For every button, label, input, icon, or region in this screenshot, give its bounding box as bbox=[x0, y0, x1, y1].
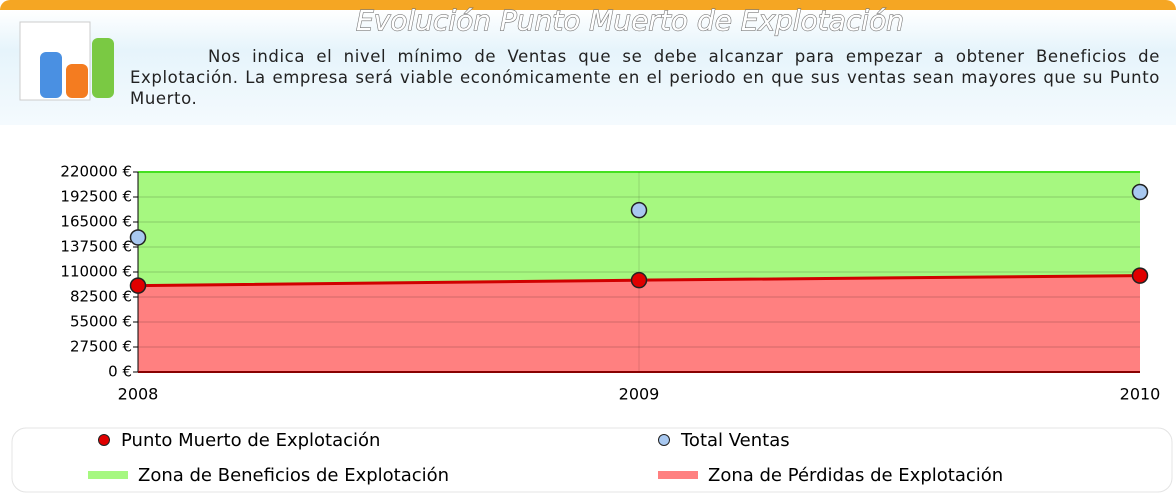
y-tick-label: 55000 € bbox=[70, 313, 132, 331]
point bbox=[630, 201, 648, 219]
point bbox=[129, 277, 147, 294]
chart-title: Evolución Punto Muerto de Explotación bbox=[356, 4, 904, 37]
y-tick-label: 110000 € bbox=[60, 263, 132, 281]
legend-marker bbox=[658, 434, 670, 446]
description: Nos indica el nivel mínimo de Ventas que… bbox=[130, 47, 1160, 108]
header bbox=[0, 0, 1176, 125]
legend-label: Punto Muerto de Explotación bbox=[121, 430, 380, 451]
y-tick-label: 165000 € bbox=[60, 213, 132, 231]
point bbox=[630, 271, 648, 289]
legend-swatch bbox=[658, 471, 698, 479]
y-tick-label: 27500 € bbox=[70, 338, 132, 356]
profit-zone bbox=[138, 172, 1140, 286]
point bbox=[1131, 267, 1149, 284]
x-tick-label: 2008 bbox=[118, 385, 159, 404]
legend-label: Zona de Pérdidas de Explotación bbox=[708, 465, 1003, 486]
legend-marker bbox=[98, 434, 110, 446]
point bbox=[1131, 183, 1149, 201]
icon bbox=[19, 21, 114, 101]
y-tick-label: 220000 € bbox=[60, 163, 132, 181]
y-tick-label: 137500 € bbox=[60, 238, 132, 256]
point bbox=[129, 229, 147, 246]
legend-box bbox=[11, 427, 1173, 493]
x-tick-label: 2009 bbox=[619, 385, 660, 404]
legend-swatch bbox=[88, 471, 128, 479]
legend-label: Zona de Beneficios de Explotación bbox=[138, 465, 449, 486]
x-tick-label: 2010 bbox=[1120, 385, 1161, 404]
y-tick-label: 82500 € bbox=[70, 288, 132, 306]
loss-zone bbox=[138, 275, 1140, 372]
y-tick-label: 0 € bbox=[108, 363, 132, 381]
legend-label: Total Ventas bbox=[680, 430, 790, 451]
y-tick-label: 192500 € bbox=[60, 188, 132, 206]
